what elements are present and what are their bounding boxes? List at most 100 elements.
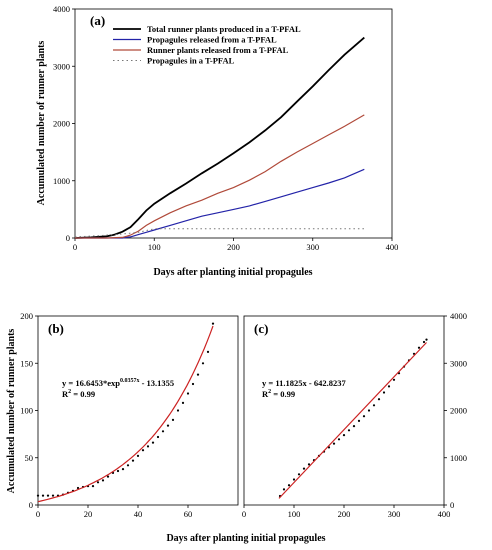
- panel-a-legend-entry-3: Propagules in a T-PFAL: [147, 56, 235, 66]
- panel-a-legend-entry-2: Runner plants released from a T-PFAL: [147, 45, 289, 55]
- panel-c-data-point: [417, 346, 421, 349]
- panel-b-y-tick-label: 0: [29, 500, 33, 510]
- panel-b-points: [36, 322, 215, 497]
- panel-b-data-point: [106, 475, 110, 478]
- panel-b-equation: y = 16.6453*exp0.0357x - 13.1355: [62, 378, 174, 388]
- panel-c-data-point: [362, 415, 366, 418]
- panel-a-series: [74, 36, 365, 239]
- panel-c-y-tick-label: 3000: [450, 358, 467, 368]
- panel-b-data-point: [141, 449, 145, 452]
- panel-a-label: (a): [90, 13, 105, 28]
- panel-b-data-point: [151, 441, 155, 444]
- panel-a-series-line-1: [75, 168, 365, 239]
- panel-b-data-point: [196, 373, 200, 376]
- panel-c-data-point: [297, 473, 301, 476]
- panel-a-y-axis-label: Accumulated number of runner plants: [36, 41, 47, 206]
- panel-c-data-point: [372, 404, 376, 407]
- panel-b-data-point: [136, 454, 140, 457]
- panel-a-legend-entry-0: Total runner plants produced in a T-PFAL: [147, 24, 301, 34]
- panel-b-fit-curve: [37, 325, 214, 503]
- panel-b-plot-frame: [37, 315, 239, 506]
- panel-b-x-tick-label: 0: [36, 509, 40, 519]
- panel-a-x-tick-label: 300: [306, 242, 319, 252]
- panel-a-x-tick-label: 0: [73, 242, 77, 252]
- panel-b-data-point: [91, 485, 95, 488]
- panel-b-y-axis-label: Accumulated number of runner plants: [6, 329, 17, 494]
- panel-c-data-point: [352, 425, 356, 428]
- panel-c-data-point: [287, 484, 291, 487]
- panel-c-points: [278, 338, 428, 498]
- panel-c-y-tick-label: 2000: [450, 406, 467, 416]
- panel-b-data-point: [201, 362, 205, 365]
- panel-a-x-tick-label: 400: [386, 242, 399, 252]
- panel-b-y-tick-label: 200: [20, 311, 33, 321]
- panel-c-data-point: [307, 463, 311, 466]
- panel-a-legend-entry-1: Propagules released from a T-PFAL: [147, 35, 277, 45]
- bottom-x-axis-label: Days after planting initial propagules: [166, 533, 325, 544]
- panel-c-data-point: [387, 385, 391, 388]
- panel-a-x-tick-label: 100: [148, 242, 161, 252]
- panel-c-x-tick-label: 200: [338, 509, 351, 519]
- panel-b-data-point: [181, 401, 185, 404]
- panel-c-y-tick-label: 1000: [450, 453, 467, 463]
- panel-c-x-tick-label: 300: [388, 509, 401, 519]
- panel-b-data-point: [46, 494, 50, 497]
- panel-b-data-point: [116, 469, 120, 473]
- panel-b-data-point: [191, 382, 195, 386]
- panel-c-data-point: [425, 338, 428, 341]
- panel-c-label: (c): [254, 321, 268, 336]
- panel-b-y-tick-label: 50: [25, 453, 34, 463]
- panel-a-y-tick-label: 1000: [53, 176, 70, 186]
- panel-b-x-tick-label: 40: [134, 509, 143, 519]
- panel-c-y-tick-label: 0: [450, 500, 454, 510]
- panel-c-equation: y = 11.1825x - 642.8237: [262, 378, 346, 388]
- panel-a-x-tick-label: 200: [227, 242, 240, 252]
- panel-b-x-tick-label: 20: [84, 509, 93, 519]
- panel-b-data-point: [76, 486, 80, 490]
- panel-b-data-point: [166, 424, 170, 427]
- panel-c-data-point: [382, 391, 386, 394]
- panel-b-y-tick-label: 150: [20, 358, 33, 368]
- panel-c-fit-line: [278, 342, 427, 499]
- panel-a-y-tick-label: 2000: [53, 119, 70, 129]
- panel-b-data-point: [176, 409, 180, 412]
- panel-c-r-squared: R2 = 0.99: [262, 389, 295, 399]
- panel-c-data-point: [282, 488, 286, 491]
- panel-b-data-point: [146, 445, 150, 448]
- panel-b-data-point: [211, 322, 215, 325]
- panel-b-data-point: [161, 430, 165, 433]
- panel-c-data-point: [367, 409, 371, 412]
- panel-c-data-point: [292, 478, 296, 481]
- panel-a-y-tick-label: 4000: [53, 4, 70, 14]
- panel-b-data-point: [156, 435, 160, 439]
- panel-c-data-point: [337, 438, 341, 441]
- panel-c-x-tick-label: 100: [288, 509, 301, 519]
- panel-c-x-tick-label: 400: [438, 509, 451, 519]
- panel-b-y-tick-label: 100: [20, 406, 33, 416]
- panel-b-data-point: [41, 494, 45, 497]
- panel-a-series-line-2: [75, 114, 365, 239]
- panel-b-data-point: [206, 350, 210, 353]
- panel-b-data-point: [36, 494, 40, 497]
- panel-c-data-point: [332, 442, 336, 445]
- panel-b-data-point: [131, 459, 135, 462]
- panel-b-data-point: [126, 464, 130, 467]
- panel-c-x-tick-label: 0: [242, 509, 246, 519]
- panel-c-data-point: [422, 340, 426, 344]
- panel-b-ticks: 0 20 40 60 0 50 100 150 200: [20, 311, 192, 519]
- panel-a-y-tick-label: 3000: [53, 61, 70, 71]
- panel-a-x-axis-label: Days after planting initial propagules: [153, 267, 312, 278]
- panel-a-legend: Total runner plants produced in a T-PFAL…: [113, 24, 301, 66]
- panel-b-data-point: [96, 481, 100, 484]
- panel-c-data-point: [377, 398, 381, 401]
- panel-b: 0 20 40 60 0 50 100 150 200 (b) y = 16.6453*exp0…: [6, 311, 239, 519]
- panel-a-series-line-0: [74, 36, 365, 239]
- panel-c-data-point: [342, 434, 346, 437]
- panel-b-data-point: [101, 479, 105, 482]
- panel-b-data-point: [121, 468, 125, 471]
